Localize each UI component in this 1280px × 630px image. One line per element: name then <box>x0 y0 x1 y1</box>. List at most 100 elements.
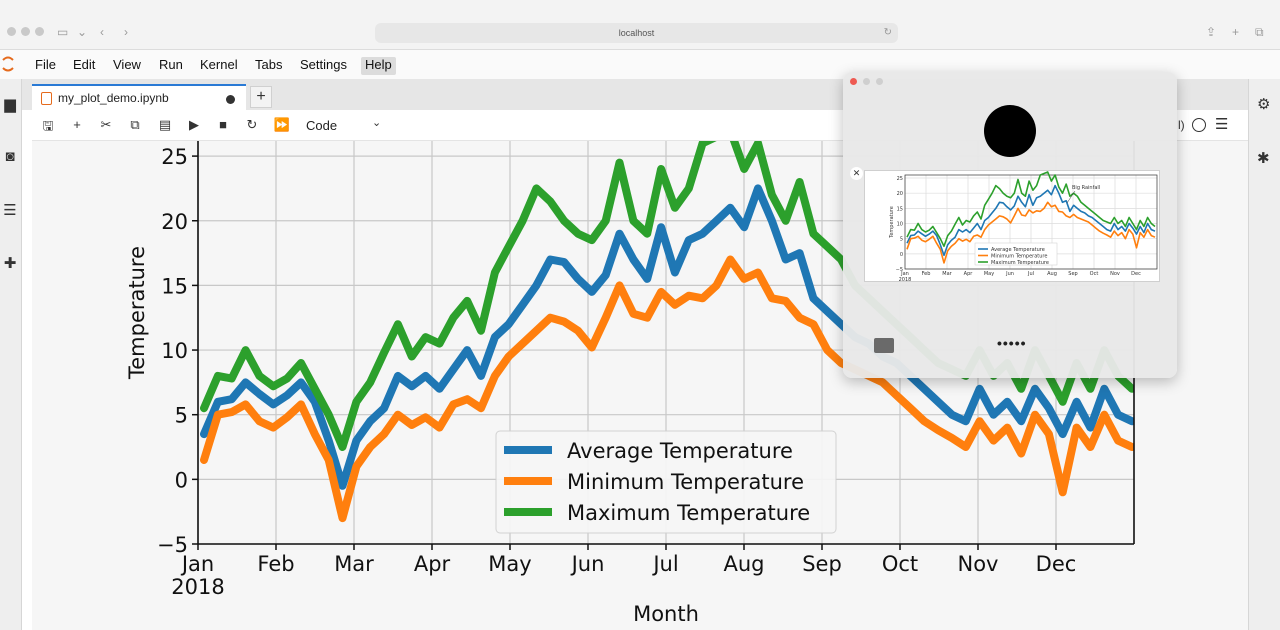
kernel-name[interactable]: l) <box>1178 118 1185 132</box>
y-tick-label: 25 <box>161 145 188 169</box>
x-tick-label: Apr <box>414 552 451 576</box>
x-tick-label: May <box>488 552 531 576</box>
thumb-series-line <box>906 171 1156 248</box>
url-text: localhost <box>618 28 655 38</box>
thumb-y-tick: −5 <box>896 267 903 273</box>
fast-forward-icon[interactable]: ⏩ <box>273 117 291 132</box>
tab-overview-icon[interactable]: ⧉ <box>1255 25 1264 39</box>
thumb-x-tick: Jul <box>1027 271 1034 277</box>
forward-icon[interactable]: › <box>124 25 128 39</box>
tab-notebook[interactable]: my_plot_demo.ipynb <box>32 84 246 111</box>
share-icon[interactable]: ⇪ <box>1206 25 1217 39</box>
thumb-x-tick: Oct <box>1090 271 1099 277</box>
thumb-y-tick: 25 <box>897 176 903 182</box>
thumb-legend-box <box>974 242 1058 266</box>
y-tick-label: 10 <box>161 339 188 363</box>
thumb-series-line <box>906 184 1156 257</box>
cut-icon[interactable]: ✂ <box>100 117 112 132</box>
zoom-window-button[interactable] <box>876 78 883 85</box>
thumb-x-tick: Jun <box>1005 271 1014 277</box>
folder-icon[interactable]: ▆ <box>4 96 16 113</box>
thumb-y-tick: 10 <box>897 222 903 228</box>
chart-thumbnail: 25 20 15 10 5 0 −5 Jan Feb Mar Apr May Jun Jul Aug Sep O… <box>864 170 1160 283</box>
extension-icon[interactable]: ✚ <box>3 255 17 272</box>
cell-type-select[interactable]: Code <box>306 118 338 133</box>
zoom-window-button[interactable] <box>35 27 44 36</box>
thumb-legend-label: Average Temperature <box>991 247 1045 253</box>
y-tick-label: 5 <box>175 404 188 428</box>
copy-icon[interactable]: ⧉ <box>130 117 140 132</box>
y-axis-label: Temperature <box>125 246 149 380</box>
address-bar[interactable]: localhost ↻ <box>375 23 898 43</box>
thumb-x-tick: Jan <box>900 271 909 277</box>
kernel-status-icon <box>1192 118 1206 132</box>
x-tick-label: Mar <box>334 552 374 576</box>
thumb-legend-label: Minimum Temperature <box>991 254 1047 260</box>
x-tick-label: Aug <box>723 552 764 576</box>
new-tab-icon[interactable]: + <box>1232 25 1240 39</box>
restart-icon[interactable]: ↻ <box>246 117 258 132</box>
close-window-button[interactable] <box>7 27 16 36</box>
minimize-window-button[interactable] <box>863 78 870 85</box>
thumb-x-tick: Mar <box>942 271 952 277</box>
thumb-annotation: Big Rainfall <box>1072 185 1100 191</box>
close-icon[interactable]: ✕ <box>850 167 863 180</box>
chevron-down-icon[interactable]: ⌄ <box>372 117 382 129</box>
reload-icon[interactable]: ↻ <box>883 27 892 38</box>
save-icon[interactable]: 🖫 <box>42 118 54 133</box>
add-tab-button[interactable]: + <box>250 86 272 108</box>
menu-view[interactable]: View <box>113 57 141 72</box>
stop-icon[interactable]: ■ <box>219 117 227 132</box>
thumb-series-line <box>906 201 1156 264</box>
menu-kernel[interactable]: Kernel <box>200 57 238 72</box>
toc-icon[interactable]: ☰ <box>3 202 17 219</box>
y-tick-label: 15 <box>161 274 188 298</box>
menu-edit[interactable]: Edit <box>73 57 96 72</box>
add-cell-icon[interactable]: + <box>73 117 81 132</box>
back-icon[interactable]: ‹ <box>100 25 104 39</box>
legend-box <box>495 430 837 534</box>
unsaved-dot-icon[interactable] <box>226 95 235 104</box>
menu-help[interactable]: Help <box>361 57 396 75</box>
menu-file[interactable]: File <box>35 57 56 72</box>
x-tick-label: Sep <box>802 552 842 576</box>
minimize-window-button[interactable] <box>21 27 30 36</box>
legend-label: Average Temperature <box>567 439 793 463</box>
thumb-x-tick: May <box>984 271 994 277</box>
jupyter-logo-icon <box>2 56 14 72</box>
avatar <box>984 105 1036 157</box>
x-tick-label: Jul <box>651 552 678 576</box>
thumb-x-tick: Aug <box>1047 271 1057 277</box>
property-inspector-icon[interactable]: ⚙ <box>1257 96 1271 113</box>
run-icon[interactable]: ▶ <box>189 117 199 132</box>
x-tick-label: Feb <box>257 552 294 576</box>
menu-tabs[interactable]: Tabs <box>255 57 283 72</box>
menu-settings[interactable]: Settings <box>300 57 347 72</box>
sidebar-toggle-icon[interactable]: ▭ <box>57 25 69 39</box>
browser-toolbar: ▭ ⌄ ‹ › localhost ↻ ⇪ + ⧉ <box>0 0 1280 50</box>
thumb-x-tick: Sep <box>1068 271 1077 277</box>
chevron-down-icon[interactable]: ⌄ <box>77 25 88 39</box>
close-window-button[interactable] <box>850 78 857 85</box>
x-tick-label: Oct <box>882 552 918 576</box>
thumb-frame <box>904 174 1158 270</box>
running-icon[interactable]: ◙ <box>5 148 15 165</box>
thumb-y-label: Temperature <box>889 206 895 239</box>
thumb-annotation-arrow <box>1066 190 1076 204</box>
floating-preview-window[interactable]: 25 20 15 10 5 0 −5 Jan Feb Mar Apr May Jun Jul Aug Sep O… <box>843 72 1177 378</box>
y-tick-label: 0 <box>175 468 188 492</box>
x-year-label: 2018 <box>171 575 224 599</box>
menu-run[interactable]: Run <box>159 57 183 72</box>
screen-share-icon[interactable] <box>874 338 894 353</box>
legend-label: Minimum Temperature <box>567 470 804 494</box>
paste-icon[interactable]: ▤ <box>158 117 172 132</box>
menu-icon[interactable]: ☰ <box>1215 116 1229 133</box>
series-line <box>200 255 1134 523</box>
thumb-y-tick: 0 <box>900 252 903 258</box>
more-dots: ••••• <box>997 335 1027 351</box>
series-line <box>200 184 1134 490</box>
y-tick-label: 20 <box>161 210 188 234</box>
debugger-icon[interactable]: ✱ <box>1257 150 1270 167</box>
notebook-output-area: 25 20 15 10 5 0 −5 Jan Feb Mar Apr May Jun Jul Aug Sep O… <box>32 141 1248 630</box>
